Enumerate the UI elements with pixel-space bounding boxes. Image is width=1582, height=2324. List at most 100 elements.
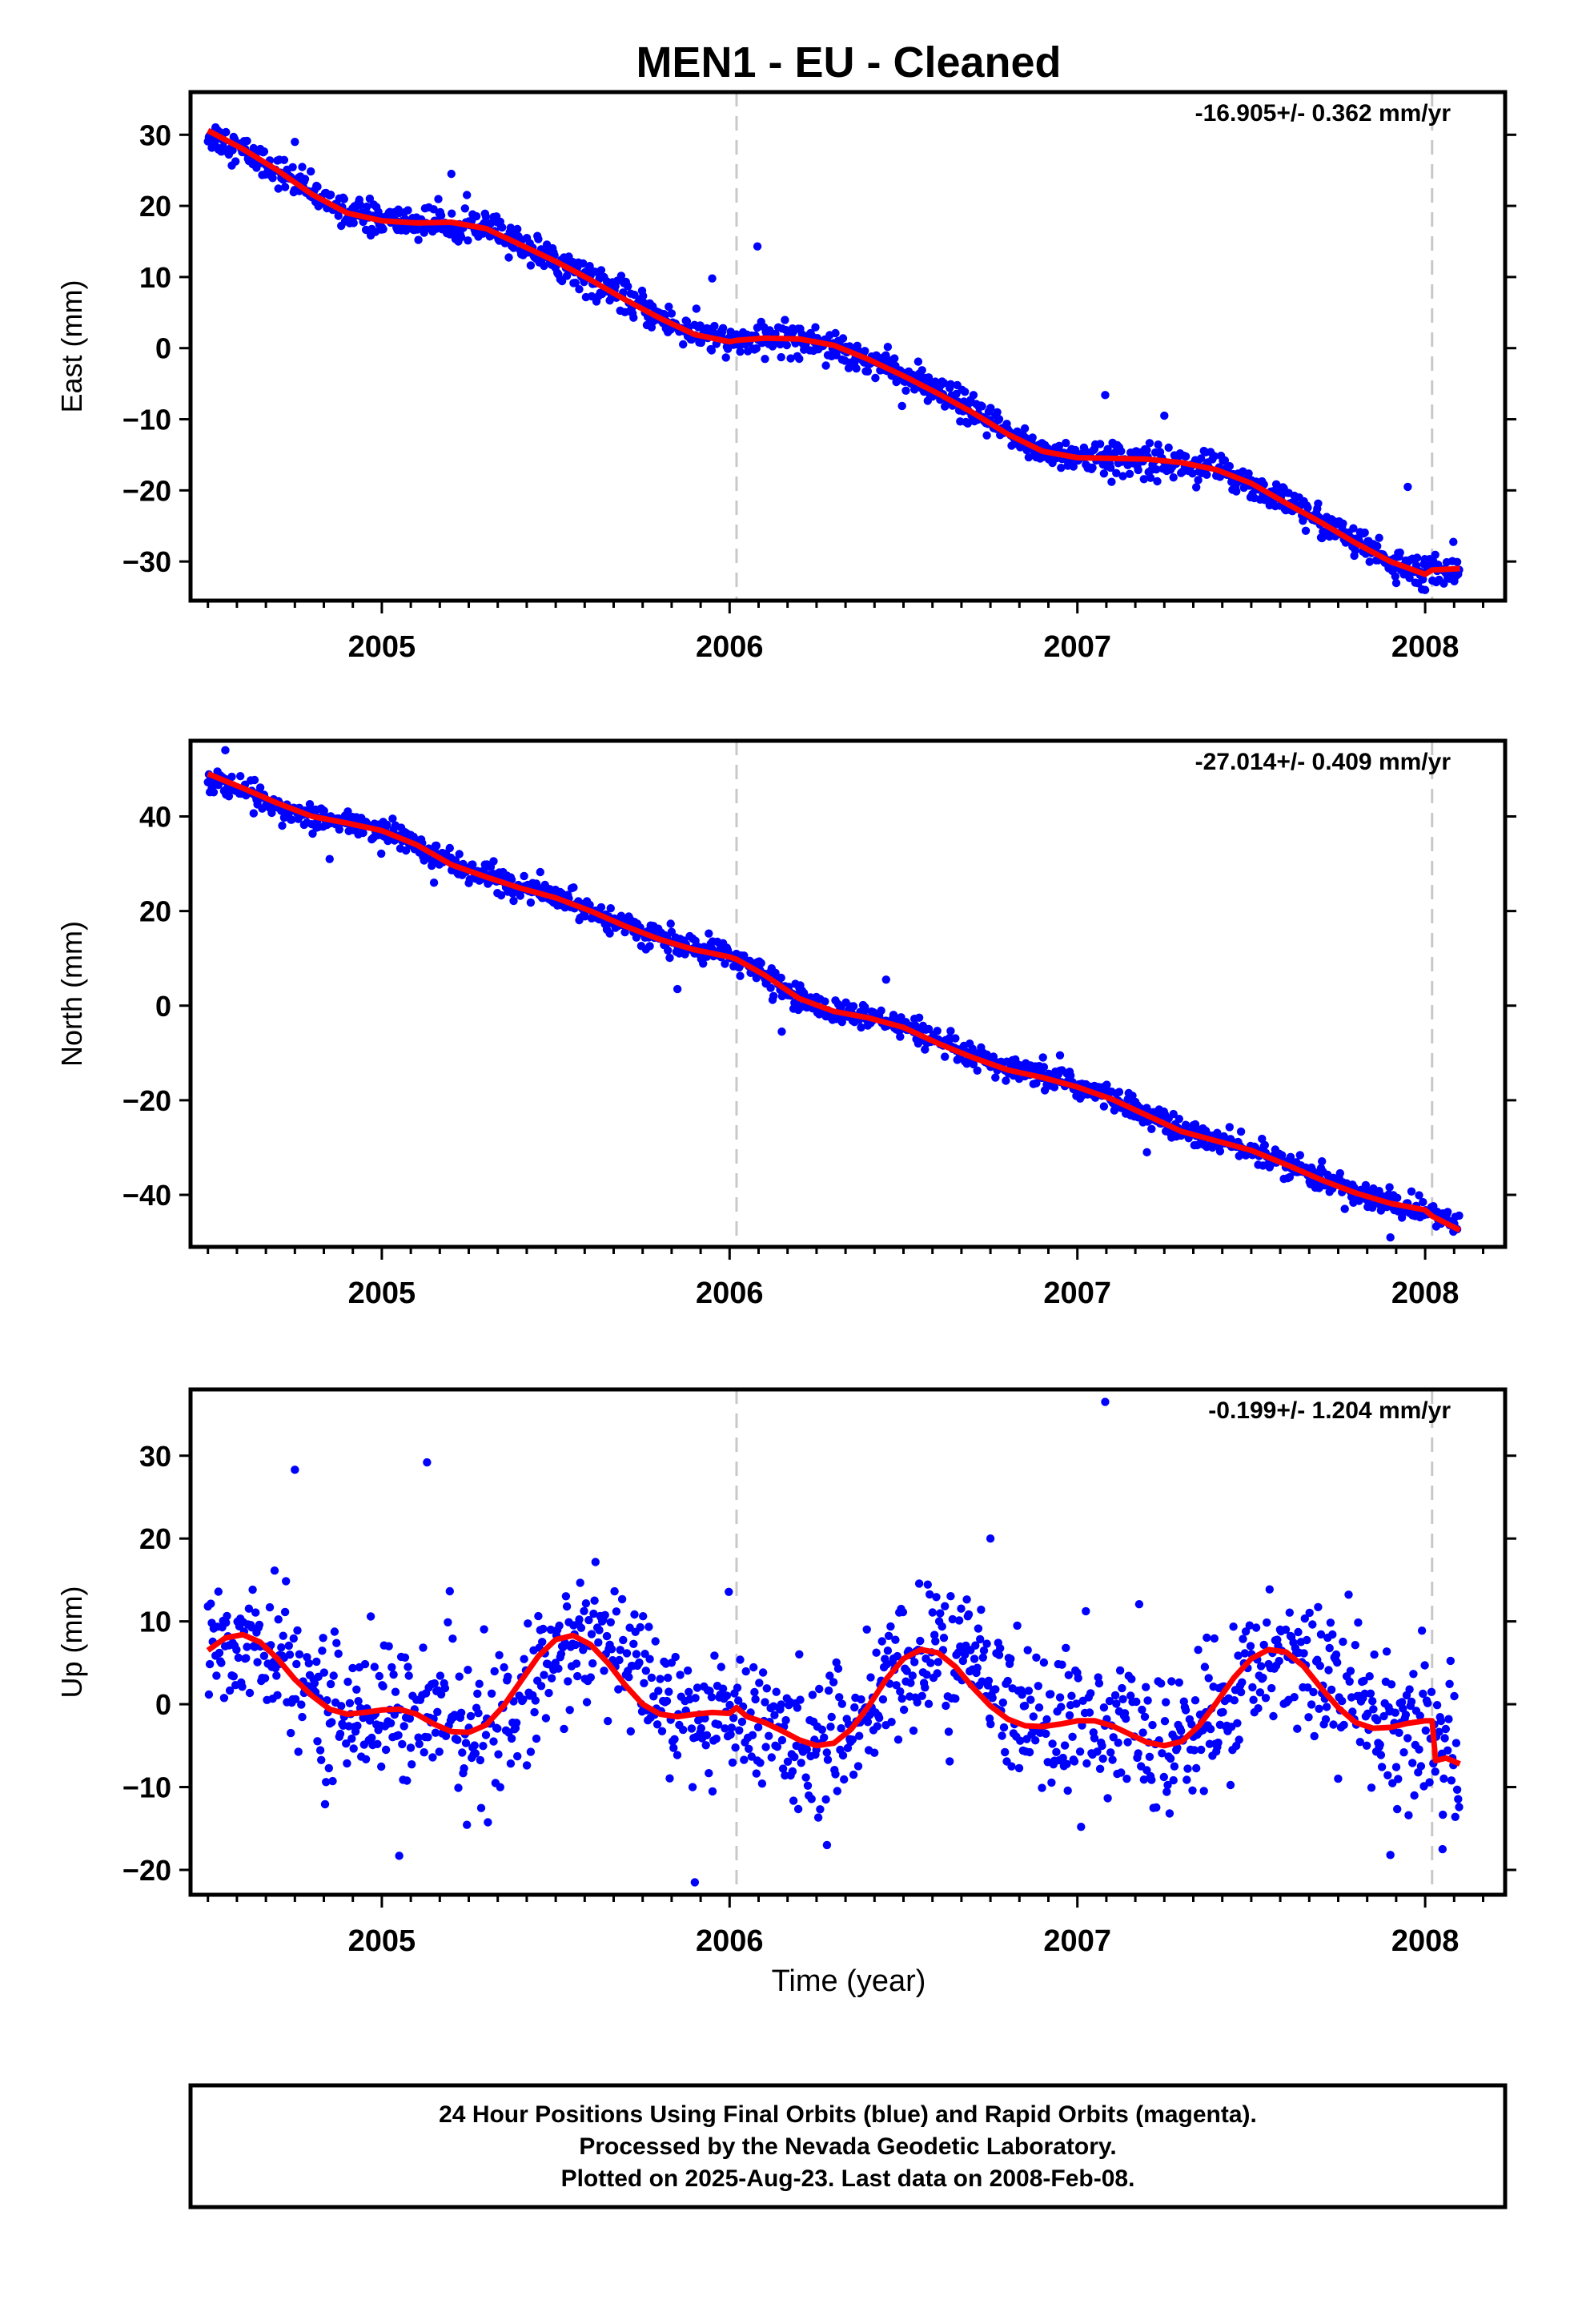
- data-point: [1351, 546, 1360, 555]
- data-point: [641, 1667, 650, 1675]
- data-point: [1203, 1633, 1211, 1642]
- data-point: [334, 1649, 343, 1659]
- panel-up: 30 20 10 0 −10 −20 2005 2006 2007 2008 Up (mm) -0.1…: [55, 1387, 1516, 1958]
- y-tick-label: 30: [139, 119, 171, 151]
- data-point: [1067, 1691, 1076, 1700]
- data-point: [1095, 440, 1105, 448]
- data-point: [727, 1723, 736, 1732]
- data-point: [602, 1631, 612, 1641]
- data-point: [1134, 1600, 1144, 1609]
- data-point: [460, 204, 469, 213]
- data-point: [207, 1599, 215, 1608]
- data-point: [630, 1610, 639, 1619]
- plot-frame-up: [188, 1387, 1508, 1897]
- data-point: [639, 292, 648, 300]
- data-point: [853, 1762, 863, 1771]
- data-point: [651, 1637, 660, 1646]
- data-point: [786, 354, 795, 363]
- data-point: [526, 1747, 536, 1756]
- data-point: [862, 1625, 871, 1634]
- data-point: [1032, 1653, 1041, 1662]
- data-point: [267, 808, 276, 818]
- data-point: [607, 1645, 616, 1654]
- data-point: [1225, 1123, 1235, 1132]
- data-point: [305, 800, 315, 809]
- data-point: [931, 1637, 940, 1646]
- data-point: [941, 1052, 950, 1061]
- data-point: [509, 243, 518, 252]
- data-point: [1098, 1741, 1106, 1751]
- data-point: [335, 825, 343, 834]
- data-point: [917, 366, 926, 375]
- data-point: [596, 903, 606, 912]
- data-point: [1191, 1696, 1200, 1705]
- data-point: [831, 1770, 840, 1779]
- data-point: [327, 1718, 336, 1727]
- data-point: [899, 1705, 909, 1715]
- data-point: [1182, 1775, 1191, 1784]
- scatter-points-north: [203, 746, 1464, 1242]
- data-point: [968, 1044, 977, 1053]
- data-point: [1446, 1656, 1456, 1666]
- data-point: [1225, 461, 1235, 471]
- data-point: [1441, 1724, 1451, 1734]
- data-point: [1194, 1646, 1203, 1655]
- data-point: [317, 1755, 326, 1764]
- data-point: [561, 1592, 571, 1601]
- data-point: [348, 1663, 357, 1673]
- data-point: [1050, 1083, 1059, 1092]
- data-point: [223, 1611, 231, 1621]
- data-point: [721, 959, 729, 968]
- data-point: [328, 1776, 337, 1786]
- data-point: [401, 846, 411, 855]
- data-point: [665, 1687, 673, 1696]
- data-point: [725, 1700, 734, 1710]
- data-point: [289, 1634, 298, 1643]
- data-point: [998, 1731, 1006, 1740]
- data-point: [379, 1682, 387, 1691]
- data-point: [616, 1646, 624, 1655]
- panels-group: 30 20 10 0 −10 −20 −30 2005 2006 2007 2008 East (mm…: [55, 90, 1516, 1958]
- y-tick-label: 0: [155, 990, 171, 1023]
- data-point: [1236, 1687, 1246, 1697]
- outlier-point: [1160, 411, 1169, 420]
- data-point: [1234, 1651, 1243, 1660]
- data-point: [629, 1639, 638, 1648]
- data-point: [1088, 463, 1097, 472]
- data-point: [354, 1697, 363, 1706]
- data-point: [481, 1731, 491, 1739]
- data-point: [444, 1618, 452, 1627]
- data-point: [1321, 1715, 1331, 1724]
- data-point: [1166, 1754, 1175, 1763]
- data-point: [217, 1659, 226, 1667]
- data-point: [1105, 1696, 1114, 1706]
- data-point: [308, 829, 317, 838]
- data-point: [1281, 1625, 1291, 1634]
- data-point: [307, 167, 315, 176]
- data-point: [1443, 1208, 1452, 1216]
- data-point: [408, 1760, 416, 1769]
- data-point: [473, 1689, 482, 1699]
- data-point: [691, 1694, 700, 1703]
- data-point: [1164, 443, 1173, 452]
- data-point: [1086, 1689, 1095, 1698]
- data-point: [349, 1744, 358, 1753]
- data-point: [326, 1679, 335, 1689]
- data-point: [749, 1663, 758, 1672]
- data-point: [969, 391, 978, 400]
- data-point: [591, 1558, 600, 1566]
- data-point: [1258, 1134, 1267, 1144]
- data-point: [984, 1676, 994, 1685]
- data-point: [288, 163, 297, 171]
- data-point: [1452, 1739, 1461, 1747]
- data-point: [1122, 1775, 1131, 1783]
- rate-label-up: -0.199+/- 1.204 mm/yr: [1208, 1397, 1451, 1424]
- data-point: [1373, 1715, 1382, 1725]
- data-point: [1295, 1151, 1305, 1160]
- data-point: [1368, 1697, 1377, 1706]
- data-point: [1058, 1753, 1067, 1763]
- data-point: [1152, 465, 1161, 474]
- outlier-point: [753, 242, 762, 251]
- data-point: [1142, 445, 1151, 455]
- data-point: [1174, 1678, 1184, 1687]
